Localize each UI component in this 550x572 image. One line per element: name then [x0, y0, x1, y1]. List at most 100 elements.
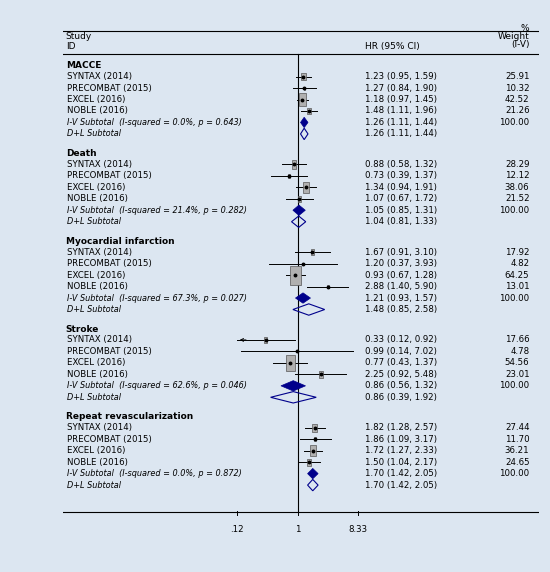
Text: SYNTAX (2014): SYNTAX (2014): [67, 335, 132, 344]
Polygon shape: [295, 293, 310, 303]
Text: PRECOMBAT (2015): PRECOMBAT (2015): [67, 259, 152, 268]
Text: 8.33: 8.33: [349, 525, 368, 534]
Text: 25.91: 25.91: [505, 72, 530, 81]
Bar: [310, 446, 316, 456]
Text: EXCEL (2016): EXCEL (2016): [67, 446, 125, 455]
Bar: [288, 174, 289, 177]
Text: PRECOMBAT (2015): PRECOMBAT (2015): [67, 435, 152, 444]
Text: SYNTAX (2014): SYNTAX (2014): [67, 423, 132, 432]
Text: 1.07 (0.67, 1.72): 1.07 (0.67, 1.72): [365, 194, 437, 203]
Text: Myocardial infarction: Myocardial infarction: [65, 237, 174, 246]
Text: 1.04 (0.81, 1.33): 1.04 (0.81, 1.33): [365, 217, 437, 226]
Text: 1.67 (0.91, 3.10): 1.67 (0.91, 3.10): [365, 248, 437, 257]
Bar: [327, 285, 329, 288]
Text: 0.77 (0.43, 1.37): 0.77 (0.43, 1.37): [365, 359, 437, 367]
Text: 36.21: 36.21: [505, 446, 530, 455]
Text: 38.06: 38.06: [505, 183, 530, 192]
Text: 1.48 (1.11, 1.96): 1.48 (1.11, 1.96): [365, 106, 437, 116]
Bar: [290, 265, 301, 284]
Text: 1.05 (0.85, 1.31): 1.05 (0.85, 1.31): [365, 206, 437, 214]
Text: 12.12: 12.12: [505, 172, 530, 180]
Text: NOBLE (2016): NOBLE (2016): [67, 370, 128, 379]
Bar: [307, 459, 311, 466]
Text: 1.26 (1.11, 1.44): 1.26 (1.11, 1.44): [365, 129, 437, 138]
Polygon shape: [293, 205, 305, 216]
Bar: [265, 337, 267, 343]
Text: PRECOMBAT (2015): PRECOMBAT (2015): [67, 172, 152, 180]
Text: Weight: Weight: [498, 32, 530, 41]
Text: 1: 1: [295, 525, 300, 534]
Text: D+L Subtotal: D+L Subtotal: [67, 480, 121, 490]
Text: 100.00: 100.00: [499, 469, 530, 478]
Text: 1.70 (1.42, 2.05): 1.70 (1.42, 2.05): [365, 480, 437, 490]
Text: 54.56: 54.56: [505, 359, 530, 367]
Polygon shape: [307, 468, 318, 479]
Bar: [302, 263, 303, 264]
Text: 0.86 (0.39, 1.92): 0.86 (0.39, 1.92): [365, 393, 437, 402]
Text: D+L Subtotal: D+L Subtotal: [67, 129, 121, 138]
Text: EXCEL (2016): EXCEL (2016): [67, 183, 125, 192]
Text: D+L Subtotal: D+L Subtotal: [67, 217, 121, 226]
Text: 0.99 (0.14, 7.02): 0.99 (0.14, 7.02): [365, 347, 437, 356]
Bar: [319, 371, 323, 378]
Text: I-V Subtotal  (I-squared = 0.0%, p = 0.872): I-V Subtotal (I-squared = 0.0%, p = 0.87…: [67, 469, 242, 478]
Text: 2.25 (0.92, 5.48): 2.25 (0.92, 5.48): [365, 370, 437, 379]
Text: PRECOMBAT (2015): PRECOMBAT (2015): [67, 84, 152, 93]
Text: NOBLE (2016): NOBLE (2016): [67, 194, 128, 203]
Text: SYNTAX (2014): SYNTAX (2014): [67, 248, 132, 257]
Bar: [299, 93, 306, 106]
Polygon shape: [281, 380, 305, 391]
Text: %: %: [521, 24, 530, 33]
Text: 0.86 (0.56, 1.32): 0.86 (0.56, 1.32): [365, 382, 437, 390]
Text: 0.93 (0.67, 1.28): 0.93 (0.67, 1.28): [365, 271, 437, 280]
Text: 1.18 (0.97, 1.45): 1.18 (0.97, 1.45): [365, 95, 437, 104]
Text: 1.50 (1.04, 2.17): 1.50 (1.04, 2.17): [365, 458, 437, 467]
Text: D+L Subtotal: D+L Subtotal: [67, 393, 121, 402]
Text: 11.70: 11.70: [505, 435, 530, 444]
Bar: [292, 160, 296, 169]
Text: 100.00: 100.00: [499, 206, 530, 214]
Text: EXCEL (2016): EXCEL (2016): [67, 359, 125, 367]
Text: 1.70 (1.42, 2.05): 1.70 (1.42, 2.05): [365, 469, 437, 478]
Text: PRECOMBAT (2015): PRECOMBAT (2015): [67, 347, 152, 356]
Text: 23.01: 23.01: [505, 370, 530, 379]
Text: 2.88 (1.40, 5.90): 2.88 (1.40, 5.90): [365, 282, 437, 291]
Text: 0.88 (0.58, 1.32): 0.88 (0.58, 1.32): [365, 160, 437, 169]
Text: 1.27 (0.84, 1.90): 1.27 (0.84, 1.90): [365, 84, 437, 93]
Text: 1.23 (0.95, 1.59): 1.23 (0.95, 1.59): [365, 72, 437, 81]
Text: Repeat revascularization: Repeat revascularization: [65, 412, 193, 422]
Text: 1.82 (1.28, 2.57): 1.82 (1.28, 2.57): [365, 423, 437, 432]
Text: 1.20 (0.37, 3.93): 1.20 (0.37, 3.93): [365, 259, 437, 268]
Text: I-V Subtotal  (I-squared = 67.3%, p = 0.027): I-V Subtotal (I-squared = 67.3%, p = 0.0…: [67, 293, 247, 303]
Polygon shape: [300, 117, 308, 128]
Bar: [303, 182, 309, 193]
Text: 1.26 (1.11, 1.44): 1.26 (1.11, 1.44): [365, 118, 437, 127]
Bar: [297, 351, 298, 352]
Text: NOBLE (2016): NOBLE (2016): [67, 106, 128, 116]
Bar: [315, 438, 316, 441]
Text: 1.34 (0.94, 1.91): 1.34 (0.94, 1.91): [365, 183, 437, 192]
Bar: [304, 86, 305, 90]
Text: I-V Subtotal  (I-squared = 21.4%, p = 0.282): I-V Subtotal (I-squared = 21.4%, p = 0.2…: [67, 206, 247, 214]
Text: Study: Study: [65, 32, 92, 41]
Text: 4.82: 4.82: [510, 259, 530, 268]
Text: 1.21 (0.93, 1.57): 1.21 (0.93, 1.57): [365, 293, 437, 303]
Bar: [285, 355, 295, 371]
Text: 21.52: 21.52: [505, 194, 530, 203]
Text: 0.73 (0.39, 1.37): 0.73 (0.39, 1.37): [365, 172, 437, 180]
Text: 1.72 (1.27, 2.33): 1.72 (1.27, 2.33): [365, 446, 437, 455]
Text: .12: .12: [230, 525, 244, 534]
Text: HR (95% CI): HR (95% CI): [365, 42, 420, 51]
Text: I-V Subtotal  (I-squared = 0.0%, p = 0.643): I-V Subtotal (I-squared = 0.0%, p = 0.64…: [67, 118, 242, 127]
Text: 42.52: 42.52: [505, 95, 530, 104]
Text: 21.26: 21.26: [505, 106, 530, 116]
Text: 4.78: 4.78: [510, 347, 530, 356]
Text: 17.66: 17.66: [505, 335, 530, 344]
Bar: [298, 196, 301, 202]
Bar: [311, 249, 313, 255]
Bar: [312, 424, 317, 432]
Text: 27.44: 27.44: [505, 423, 530, 432]
Text: SYNTAX (2014): SYNTAX (2014): [67, 160, 132, 169]
Text: SYNTAX (2014): SYNTAX (2014): [67, 72, 132, 81]
Bar: [307, 108, 311, 114]
